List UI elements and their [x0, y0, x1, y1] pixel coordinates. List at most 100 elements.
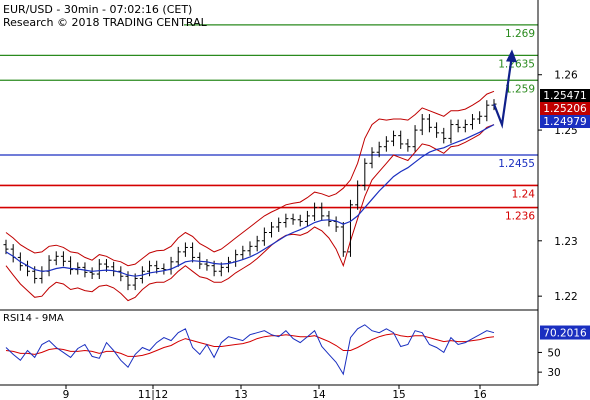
rsi-panel: 50 30 70.2016: [5, 324, 590, 379]
price-bar-66: [477, 111, 483, 124]
price-bar-20: [147, 260, 153, 277]
price-bar-1: [10, 244, 16, 263]
time-tick-label-4: 15: [392, 389, 405, 400]
price-bar-3: [25, 260, 31, 277]
upper-band: [5, 90, 495, 267]
price-bar-55: [398, 130, 404, 149]
price-bar-64: [462, 119, 468, 133]
price-badge-bg-2: [540, 115, 590, 128]
time-tick-label-3: 14: [312, 389, 326, 400]
rsi-ma-line: [5, 333, 495, 357]
price-bar-33: [240, 245, 246, 260]
price-bar-52: [376, 141, 382, 158]
price-tick-label-3: 1.22: [554, 291, 577, 303]
rsi-tick-label-1: 30: [547, 367, 560, 379]
rsi-badge-bg: [540, 325, 590, 340]
price-bar-15: [111, 261, 117, 277]
price-bar-26: [190, 242, 196, 263]
level-label-4: 1.24: [512, 188, 536, 200]
forecast-path: [492, 55, 514, 129]
rsi-line: [5, 324, 495, 376]
price-bar-53: [383, 136, 389, 152]
price-bar-44: [319, 202, 325, 221]
price-badge-bg-0: [540, 89, 590, 102]
level-label-3: 1.2455: [498, 158, 535, 170]
price-bar-54: [391, 130, 397, 147]
price-bar-47: [340, 221, 346, 257]
time-tick-label-5: 16: [473, 389, 487, 400]
level-label-1: 1.2635: [498, 58, 535, 70]
price-bar-24: [175, 246, 181, 267]
chart-title: EUR/USD - 30min - 07:02:16 (CET): [3, 3, 193, 16]
price-bar-6: [46, 255, 52, 277]
moving-average: [5, 124, 495, 277]
rsi-badge: 70.2016: [543, 328, 587, 340]
price-bar-45: [326, 210, 332, 227]
price-bar-13: [96, 259, 102, 279]
lower-band: [5, 124, 495, 302]
price-bar-23: [168, 256, 174, 275]
price-bar-59: [426, 114, 432, 133]
price-bar-16: [118, 266, 124, 282]
price-bar-61: [441, 127, 447, 144]
price-bar-38: [276, 217, 282, 232]
time-tick-label-0: 9: [63, 389, 70, 400]
price-bar-28: [204, 259, 210, 271]
price-bar-42: [304, 210, 310, 227]
price-bar-41: [297, 214, 303, 227]
price-axis: 1.26 1.25 1.23 1.22: [538, 70, 578, 303]
price-tick-label-0: 1.26: [554, 70, 578, 82]
price-bar-63: [455, 119, 461, 133]
price-bar-49: [355, 180, 361, 210]
chart-frame: [0, 0, 539, 386]
price-bar-36: [261, 227, 267, 246]
price-bar-46: [333, 216, 339, 232]
price-bar-43: [312, 202, 318, 221]
price-bar-56: [405, 138, 411, 152]
price-bar-25: [182, 242, 188, 257]
price-badge-2: 1.24979: [543, 116, 586, 128]
forecast-arrowhead-icon: [506, 49, 517, 63]
level-label-2: 1.259: [505, 83, 535, 95]
bollinger-bands: [5, 90, 495, 302]
price-bar-58: [419, 114, 425, 136]
price-tick-label-2: 1.23: [554, 236, 577, 248]
price-tick-label-1: 1.25: [554, 125, 577, 137]
price-bar-9: [68, 256, 74, 275]
price-bar-5: [39, 266, 45, 284]
price-bar-48: [347, 199, 353, 257]
chart-source: Research © 2018 TRADING CENTRAL: [3, 16, 207, 29]
price-bar-65: [469, 114, 475, 130]
level-label-5: 1.236: [505, 211, 535, 223]
price-bar-12: [89, 267, 95, 279]
ma-line: [5, 124, 495, 277]
rsi-title: RSI14 - 9MA: [3, 313, 64, 324]
price-badge-bg-1: [540, 102, 590, 115]
forecast-arrow: [492, 49, 517, 129]
rsi-tick-label-0: 50: [547, 347, 560, 359]
price-bar-8: [60, 251, 66, 267]
price-bar-31: [225, 256, 231, 273]
time-tick-label-2: 13: [234, 389, 247, 400]
price-bar-7: [53, 251, 59, 266]
price-bar-32: [233, 249, 239, 267]
price-bar-35: [254, 235, 260, 252]
price-badge-0: 1.25471: [543, 90, 586, 102]
price-bars: [3, 99, 497, 291]
time-tick-label-1: 11|12: [138, 389, 168, 400]
price-bar-37: [269, 221, 275, 238]
price-bar-57: [412, 125, 418, 152]
price-bar-67: [484, 100, 490, 122]
price-bar-22: [161, 263, 167, 275]
level-label-0: 1.269: [505, 28, 535, 40]
price-bar-39: [283, 213, 289, 228]
price-badge-1: 1.25206: [543, 103, 587, 115]
level-lines: 1.269 1.2635 1.259 1.2455 1.24 1.236: [0, 24, 538, 223]
price-bar-50: [362, 158, 368, 191]
price-bar-40: [290, 213, 296, 225]
price-bar-34: [247, 241, 253, 256]
price-bar-0: [3, 239, 9, 255]
price-bar-51: [369, 147, 375, 169]
